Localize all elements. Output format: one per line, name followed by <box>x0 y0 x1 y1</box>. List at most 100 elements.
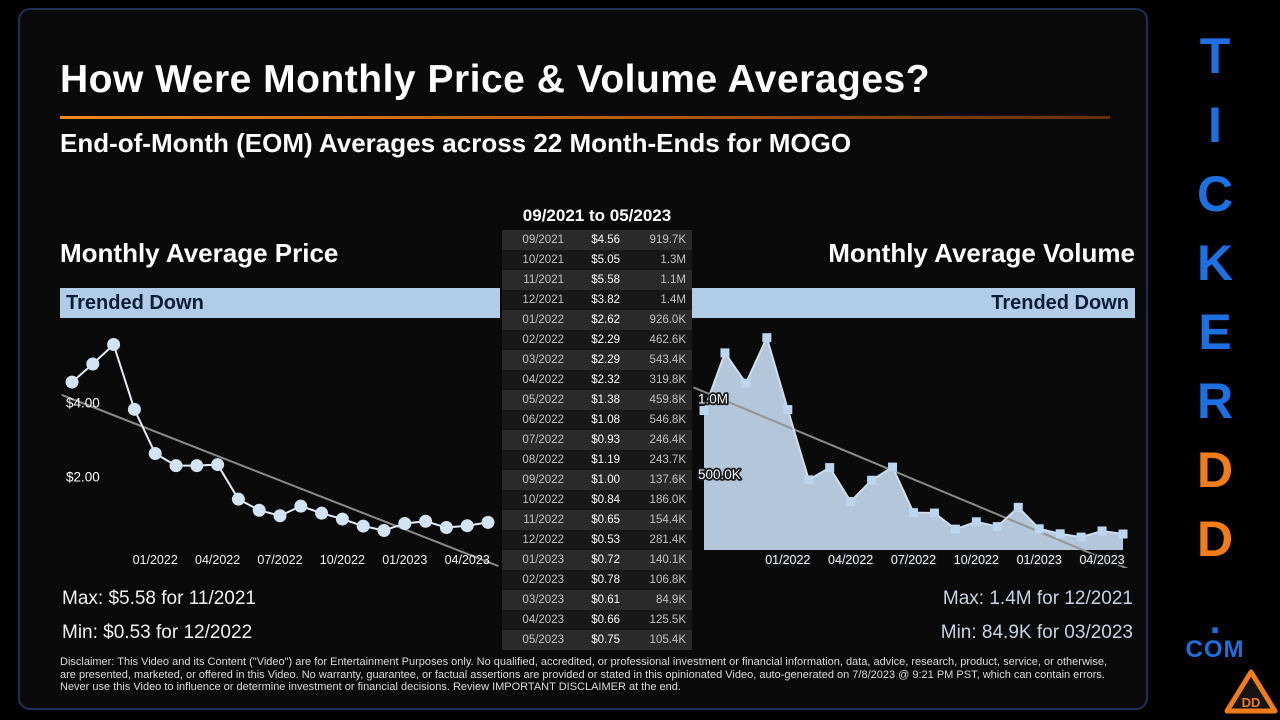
volume-cell: 546.8K <box>649 414 686 426</box>
month-cell: 02/2023 <box>522 574 564 586</box>
table-row: 11/2021 $5.58 1.1M <box>502 270 692 290</box>
data-point <box>398 516 412 530</box>
price-cell: $4.56 <box>591 234 620 246</box>
table-row: 06/2022 $1.08 546.8K <box>502 410 692 430</box>
data-point <box>273 509 287 523</box>
month-cell: 05/2023 <box>522 634 564 646</box>
volume-cell: 243.7K <box>649 454 686 466</box>
price-cell: $0.84 <box>591 494 620 506</box>
table-row: 01/2022 $2.62 926.0K <box>502 310 692 330</box>
month-cell: 12/2022 <box>522 534 564 546</box>
table-row: 09/2022 $1.00 137.6K <box>502 470 692 490</box>
x-tick-label: 01/2022 <box>133 553 178 567</box>
price-cell: $3.82 <box>591 294 620 306</box>
area-fill <box>704 337 1123 550</box>
price-cell: $0.53 <box>591 534 620 546</box>
month-cell: 03/2023 <box>522 594 564 606</box>
price-cell: $0.61 <box>591 594 620 606</box>
data-point <box>888 462 898 472</box>
data-point <box>825 463 835 473</box>
data-point <box>377 523 391 537</box>
volume-cell: 281.4K <box>649 534 686 546</box>
month-cell: 01/2022 <box>522 314 564 326</box>
data-point <box>356 519 370 533</box>
table-row: 04/2023 $0.66 125.5K <box>502 610 692 630</box>
table-row: 11/2022 $0.65 154.4K <box>502 510 692 530</box>
table-row: 02/2022 $2.29 462.6K <box>502 330 692 350</box>
brand-letter: E <box>1198 304 1232 360</box>
data-point <box>481 515 495 529</box>
logo-text: DD <box>1242 695 1261 710</box>
volume-cell: 246.4K <box>649 434 686 446</box>
price-cell: $1.19 <box>591 454 620 466</box>
data-point <box>169 459 183 473</box>
x-tick-label: 10/2022 <box>320 553 365 567</box>
data-point <box>867 475 877 485</box>
data-point <box>190 459 204 473</box>
data-point <box>971 517 981 527</box>
data-point <box>741 378 751 388</box>
volume-cell: 462.6K <box>649 334 686 346</box>
x-tick-label: 04/2023 <box>1079 553 1124 567</box>
x-tick-label: 01/2022 <box>765 553 810 567</box>
data-point <box>699 406 709 416</box>
volume-max-label: Max: 1.4M for 12/2021 <box>942 588 1133 609</box>
y-tick-label: $2.00 <box>66 469 100 484</box>
month-cell: 01/2023 <box>522 554 564 566</box>
price-cell: $2.32 <box>591 374 620 386</box>
month-cell: 09/2022 <box>522 474 564 486</box>
x-tick-label: 04/2022 <box>195 553 240 567</box>
data-point <box>148 447 162 461</box>
price-cell: $0.66 <box>591 614 620 626</box>
data-point <box>439 521 453 535</box>
data-point <box>762 333 772 343</box>
month-cell: 02/2022 <box>522 334 564 346</box>
month-cell: 09/2021 <box>522 234 564 246</box>
table-row: 12/2021 $3.82 1.4M <box>502 290 692 310</box>
table-row: 10/2021 $5.05 1.3M <box>502 250 692 270</box>
volume-chart-section: Monthly Average Volume Trended Down 1.0M… <box>692 238 1135 643</box>
table-row: 05/2023 $0.75 105.4K <box>502 630 692 650</box>
month-cell: 03/2022 <box>522 354 564 366</box>
price-cell: $0.72 <box>591 554 620 566</box>
brand-letter: C <box>1196 166 1234 222</box>
volume-cell: 84.9K <box>655 594 686 606</box>
brand-letter: D <box>1196 511 1234 567</box>
volume-cell: 154.4K <box>649 514 686 526</box>
data-point <box>460 519 474 533</box>
volume-cell: 137.6K <box>649 474 686 486</box>
page-subtitle: End-of-Month (EOM) Averages across 22 Mo… <box>60 128 852 158</box>
table-row: 12/2022 $0.53 281.4K <box>502 530 692 550</box>
volume-cell: 106.8K <box>649 574 686 586</box>
data-point <box>720 348 730 358</box>
data-point <box>127 402 141 416</box>
data-point <box>1055 529 1065 539</box>
month-cell: 12/2021 <box>522 294 564 306</box>
price-max-label: Max: $5.58 for 11/2021 <box>62 588 256 609</box>
table-row: 03/2022 $2.29 543.4K <box>502 350 692 370</box>
page-title: How Were Monthly Price & Volume Averages… <box>60 58 931 101</box>
price-cell: $5.05 <box>591 254 620 266</box>
data-point <box>1097 526 1107 536</box>
table-row: 02/2023 $0.78 106.8K <box>502 570 692 590</box>
data-point <box>211 458 225 472</box>
data-point <box>252 503 266 517</box>
data-point <box>783 405 793 415</box>
volume-min-label: Min: 84.9K for 03/2023 <box>940 622 1133 643</box>
volume-cell: 105.4K <box>649 634 686 646</box>
month-cell: 11/2021 <box>523 274 564 286</box>
volume-cell: 459.8K <box>649 394 686 406</box>
volume-chart-title: Monthly Average Volume <box>828 238 1135 268</box>
volume-trend-banner: Trended Down <box>692 288 1135 318</box>
price-cell: $5.58 <box>591 274 620 286</box>
title-divider <box>60 116 1110 119</box>
price-cell: $0.65 <box>591 514 620 526</box>
brand-com-label: COM <box>1185 636 1245 663</box>
volume-cell: 1.4M <box>660 294 686 306</box>
volume-cell: 926.0K <box>649 314 686 326</box>
brand-triangle-logo: DD <box>1224 669 1278 714</box>
data-point <box>846 497 856 507</box>
data-point <box>419 514 433 528</box>
